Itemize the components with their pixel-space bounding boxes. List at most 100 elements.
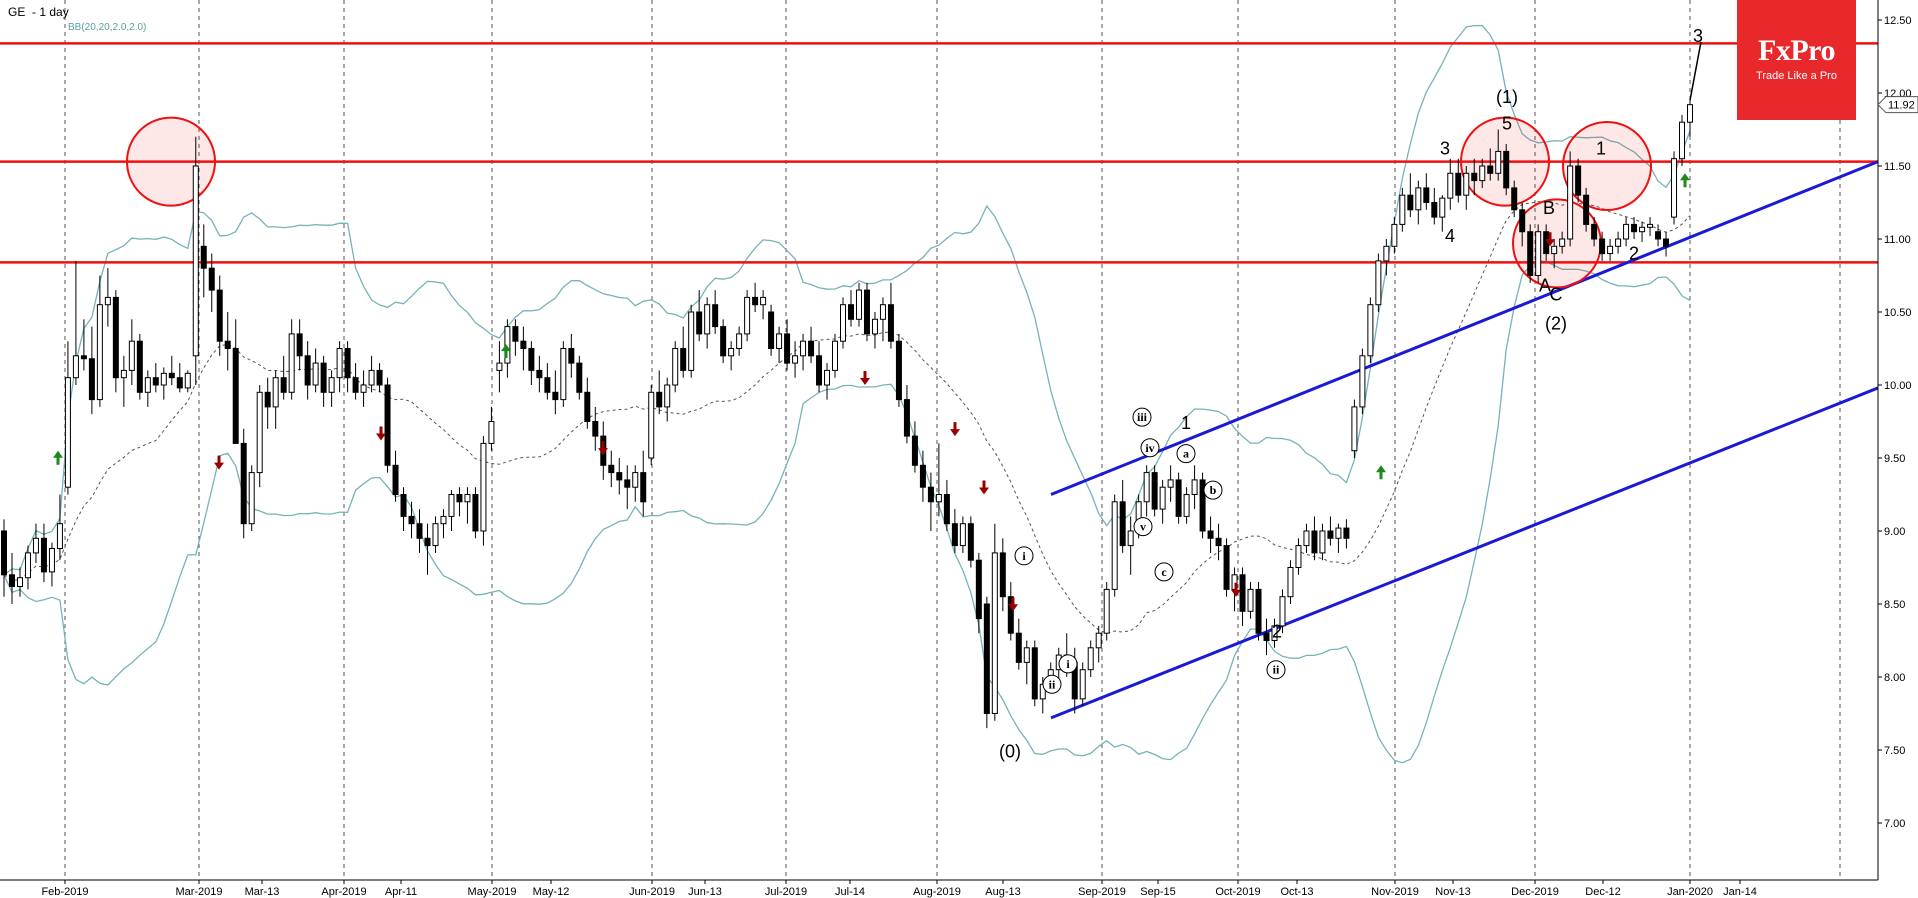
candle — [1327, 516, 1334, 546]
candle-body — [1151, 472, 1158, 510]
candle-body — [1471, 172, 1478, 182]
price-tick-label: 9.00 — [1884, 526, 1905, 538]
candle-body — [1119, 501, 1126, 547]
candle-body — [536, 369, 543, 379]
candle-body — [792, 355, 799, 364]
candle-body — [640, 472, 647, 503]
down-arrow-icon — [376, 426, 386, 441]
up-arrow-icon — [1680, 173, 1690, 188]
candle-body — [1463, 172, 1470, 196]
time-tick-label: Jun-13 — [688, 886, 722, 898]
candle-body — [1103, 588, 1110, 634]
candle-body — [1423, 187, 1430, 203]
candle — [392, 450, 399, 502]
candle — [608, 450, 615, 488]
candle — [1023, 640, 1030, 685]
candle-body — [871, 318, 878, 335]
candle — [560, 341, 567, 407]
candle — [496, 341, 503, 393]
candle — [176, 363, 183, 393]
candle-body — [1319, 530, 1326, 554]
channel-lower-line — [1050, 386, 1879, 720]
candle-body — [8, 574, 15, 587]
candle-body — [688, 311, 695, 371]
last-price-label: 11.92 — [1888, 100, 1915, 112]
candle-body — [360, 384, 367, 393]
candle-body — [112, 296, 119, 379]
candle — [1127, 516, 1134, 575]
candle-body — [424, 537, 431, 547]
minor-wave-circle — [1203, 480, 1223, 500]
candle-body — [384, 384, 391, 466]
candle — [344, 341, 351, 393]
candle — [360, 370, 367, 407]
candle — [1631, 217, 1638, 239]
candle — [855, 282, 862, 327]
candle-body — [64, 377, 71, 488]
candle — [624, 465, 631, 510]
candle — [224, 312, 231, 371]
candle — [424, 523, 431, 575]
candle-body — [584, 391, 591, 422]
candle — [1239, 567, 1246, 626]
candle — [1575, 158, 1582, 203]
down-arrow-icon — [979, 480, 989, 495]
candle-body — [1199, 479, 1206, 532]
candle-body — [288, 333, 295, 393]
candle-body — [1111, 501, 1118, 590]
time-tick-label: Jul-2019 — [765, 886, 807, 898]
candle-body — [1535, 231, 1542, 276]
candle-body — [400, 494, 407, 517]
candle-body — [32, 537, 39, 554]
candle — [1471, 158, 1478, 196]
candle-body — [416, 523, 423, 539]
candle-body — [1263, 632, 1270, 642]
candle-body — [1079, 669, 1086, 700]
time-tick-label: Dec-2019 — [1511, 886, 1559, 898]
candle-body — [911, 435, 918, 466]
candle — [1607, 239, 1614, 261]
up-arrow-icon — [1376, 465, 1386, 480]
candle — [887, 282, 894, 349]
candle — [1207, 516, 1214, 553]
candle-body — [935, 494, 942, 503]
candle-body — [232, 348, 239, 444]
candle — [1223, 538, 1230, 597]
time-axis: Feb-2019 Mar-2019 Mar-13 Apr-2019 Apr-11 May-… — [41, 880, 1757, 898]
resistance-levels — [0, 42, 1878, 264]
candle — [568, 333, 575, 378]
minor-wave-circle — [1266, 660, 1286, 680]
minor-wave-circle — [1042, 674, 1062, 694]
candle — [1415, 180, 1422, 225]
logo-tagline: Trade Like a Pro — [1756, 70, 1837, 82]
time-tick-label: Sep-2019 — [1078, 886, 1126, 898]
candle-body — [967, 523, 974, 561]
candle — [96, 275, 103, 407]
candle — [1583, 187, 1590, 232]
candle — [168, 355, 175, 385]
candle-body — [1583, 194, 1590, 225]
candle-body — [1455, 172, 1462, 196]
time-tick-label: May-2019 — [468, 886, 517, 898]
candle — [1663, 231, 1670, 257]
candle-body — [1295, 545, 1302, 568]
wave-label: 1 — [1181, 413, 1191, 433]
wave-label: 4 — [1445, 226, 1455, 246]
candle-body — [376, 369, 383, 386]
candle-body — [959, 523, 966, 547]
candle-body — [312, 362, 319, 386]
candle — [863, 282, 870, 342]
candle-body — [768, 311, 775, 349]
candle-body — [1215, 537, 1222, 547]
candle — [232, 319, 239, 444]
candle — [256, 385, 263, 488]
candle — [192, 136, 199, 385]
candle — [768, 304, 775, 356]
candle-body — [40, 537, 47, 573]
candle-body — [1591, 223, 1598, 240]
candle-body — [248, 472, 255, 525]
candle — [784, 319, 791, 371]
candle-body — [760, 296, 767, 306]
candle — [895, 333, 902, 407]
candle — [216, 275, 223, 356]
